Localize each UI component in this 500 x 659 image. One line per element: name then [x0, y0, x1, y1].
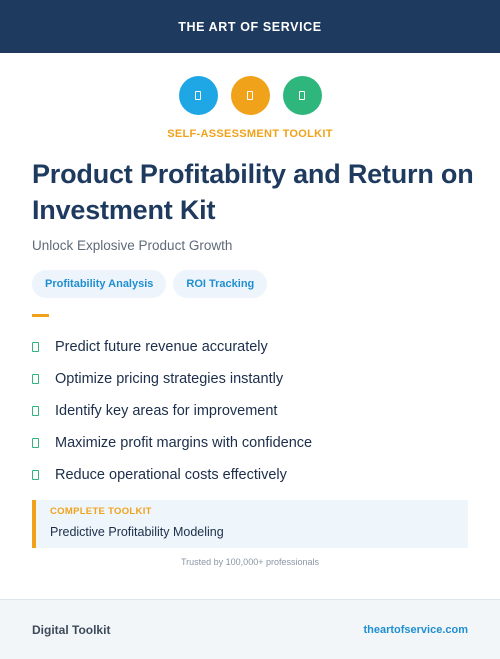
- page-title: Product Profitability and Return on Inve…: [32, 159, 474, 225]
- check-icon: [32, 342, 39, 352]
- header-bar: THE ART OF SERVICE: [0, 0, 500, 53]
- feature-item: Identify key areas for improvement: [32, 395, 472, 427]
- footer-bar: Digital Toolkit theartofservice.com: [0, 599, 500, 659]
- document-icon: [178, 76, 218, 115]
- callout-label: COMPLETE TOOLKIT: [50, 506, 152, 517]
- check-icon: [32, 438, 39, 448]
- accent-divider: [32, 314, 49, 317]
- feature-item: Maximize profit margins with confidence: [32, 427, 472, 459]
- tag-list: Profitability Analysis ROI Tracking: [32, 270, 268, 298]
- feature-item: Reduce operational costs effectively: [32, 459, 472, 491]
- feature-list: Predict future revenue accurately Optimi…: [32, 331, 472, 491]
- tag-roi-tracking: ROI Tracking: [173, 270, 268, 298]
- callout-value: Predictive Profitability Modeling: [50, 525, 224, 539]
- document-icon: [230, 76, 270, 115]
- trusted-note: Trusted by 100,000+ professionals: [180, 557, 319, 567]
- icon-row: [0, 76, 500, 115]
- footer-label: Digital Toolkit: [32, 622, 111, 637]
- feature-item: Optimize pricing strategies instantly: [32, 363, 472, 395]
- feature-item: Predict future revenue accurately: [32, 331, 472, 363]
- check-icon: [32, 470, 39, 480]
- toolkit-callout: COMPLETE TOOLKIT Predictive Profitabilit…: [32, 500, 468, 548]
- check-icon: [32, 374, 39, 384]
- tag-profitability-analysis: Profitability Analysis: [32, 270, 167, 298]
- kicker-label: SELF-ASSESSMENT TOOLKIT: [167, 128, 333, 140]
- subtitle: Unlock Explosive Product Growth: [32, 238, 233, 253]
- check-icon: [32, 406, 39, 416]
- document-icon: [282, 76, 322, 115]
- website-link[interactable]: theartofservice.com: [363, 623, 468, 636]
- brand-name: THE ART OF SERVICE: [178, 19, 322, 34]
